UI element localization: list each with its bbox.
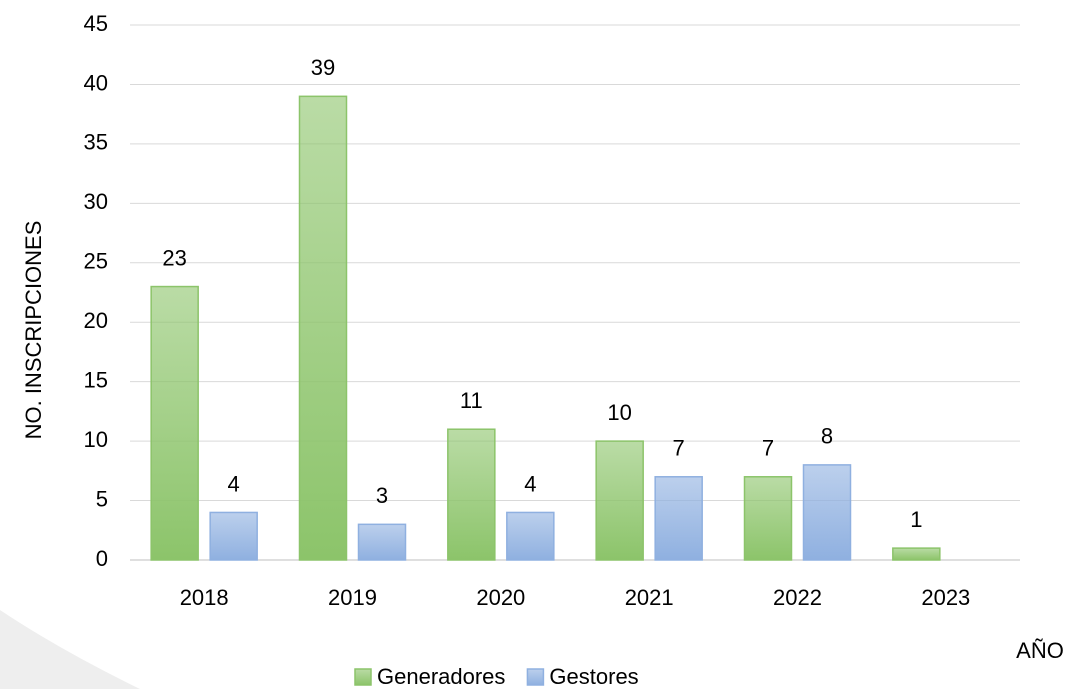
data-label: 39 [311,55,335,80]
y-tick-label: 5 [96,486,108,511]
y-tick-label: 25 [84,249,108,274]
bar [654,476,703,561]
bar [595,440,644,561]
y-tick-label: 35 [84,130,108,155]
legend-swatch [354,668,372,686]
x-tick-label: 2018 [180,585,229,610]
bar [892,547,941,561]
bar [802,464,852,561]
y-tick-label: 40 [84,70,108,95]
x-tick-label: 2020 [476,585,525,610]
legend-swatch [526,668,545,686]
bar [150,285,199,561]
bar [447,428,496,561]
bar [743,476,793,561]
data-label: 10 [607,400,631,425]
y-tick-label: 10 [84,427,108,452]
data-label: 3 [376,483,388,508]
y-tick-label: 0 [96,546,108,571]
decoration [0,610,140,689]
data-label: 4 [228,471,240,496]
data-label: 4 [524,471,536,496]
data-label: 7 [762,436,774,461]
y-tick-label: 15 [84,367,108,392]
bar [357,523,407,561]
data-label: 8 [821,424,833,449]
data-label: 7 [673,436,685,461]
x-axis-label: AÑO [1016,638,1064,663]
x-tick-label: 2023 [921,585,970,610]
legend-label: Gestores [549,664,638,689]
x-tick-label: 2019 [328,585,377,610]
data-label: 23 [162,245,186,270]
data-label: 11 [460,388,483,413]
x-tick-label: 2022 [773,585,822,610]
x-tick-label: 2021 [625,585,674,610]
bar [298,95,348,561]
legend-label: Generadores [377,664,505,689]
y-tick-label: 30 [84,189,108,214]
bar [506,511,555,561]
bar [209,511,258,561]
y-tick-label: 45 [84,11,108,36]
data-label: 1 [910,507,922,532]
y-tick-label: 20 [84,308,108,333]
y-axis-label: NO. INSCRIPCIONES [21,221,46,440]
